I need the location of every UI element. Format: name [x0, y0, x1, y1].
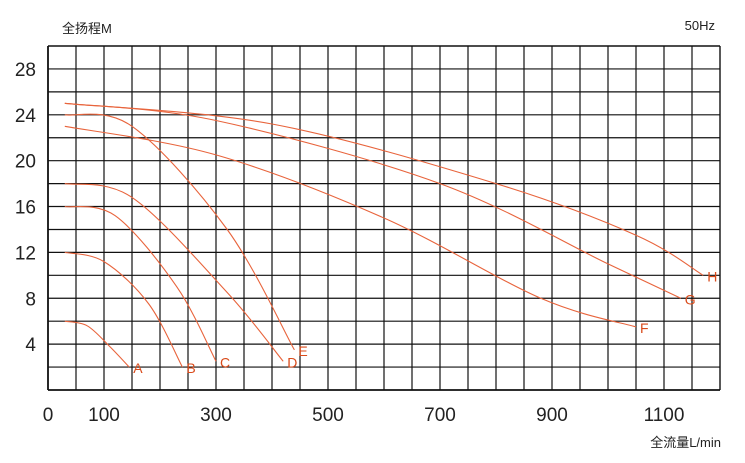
- x-tick-label: 0: [43, 405, 54, 426]
- y-tick-label: 4: [25, 335, 36, 356]
- curve-b: [64, 251, 183, 368]
- curve-e: [64, 113, 295, 351]
- curve-label-f: F: [640, 320, 649, 336]
- x-axis-title: 全流量L/min: [650, 435, 721, 450]
- y-tick-label: 8: [25, 289, 36, 310]
- y-tick-label: 28: [15, 60, 36, 81]
- frequency-label: 50Hz: [684, 18, 715, 33]
- curve-g: [64, 102, 682, 299]
- x-tick-label: 500: [312, 405, 344, 426]
- curve-label-d: D: [287, 354, 297, 370]
- y-tick-label: 12: [15, 243, 36, 264]
- y-tick-label: 16: [15, 198, 36, 219]
- y-tick-label: 24: [15, 106, 37, 127]
- curve-label-g: G: [685, 291, 696, 307]
- curve-label-h: H: [707, 268, 717, 284]
- y-tick-label: 20: [15, 152, 36, 173]
- x-tick-label: 300: [200, 405, 232, 426]
- x-tick-label: 100: [88, 405, 120, 426]
- curve-h: [64, 102, 704, 276]
- curve-label-c: C: [220, 354, 230, 370]
- curve-a: [64, 320, 130, 368]
- x-tick-label: 1100: [644, 405, 685, 426]
- x-tick-label: 900: [536, 405, 568, 426]
- curve-label-e: E: [298, 343, 307, 359]
- curve-f: [64, 125, 637, 328]
- y-axis-title: 全扬程M: [62, 21, 112, 36]
- x-tick-label: 700: [424, 405, 456, 426]
- curve-label-b: B: [186, 360, 195, 376]
- curve-d: [64, 183, 284, 362]
- curve-label-a: A: [133, 360, 143, 376]
- curve-c: [64, 205, 217, 362]
